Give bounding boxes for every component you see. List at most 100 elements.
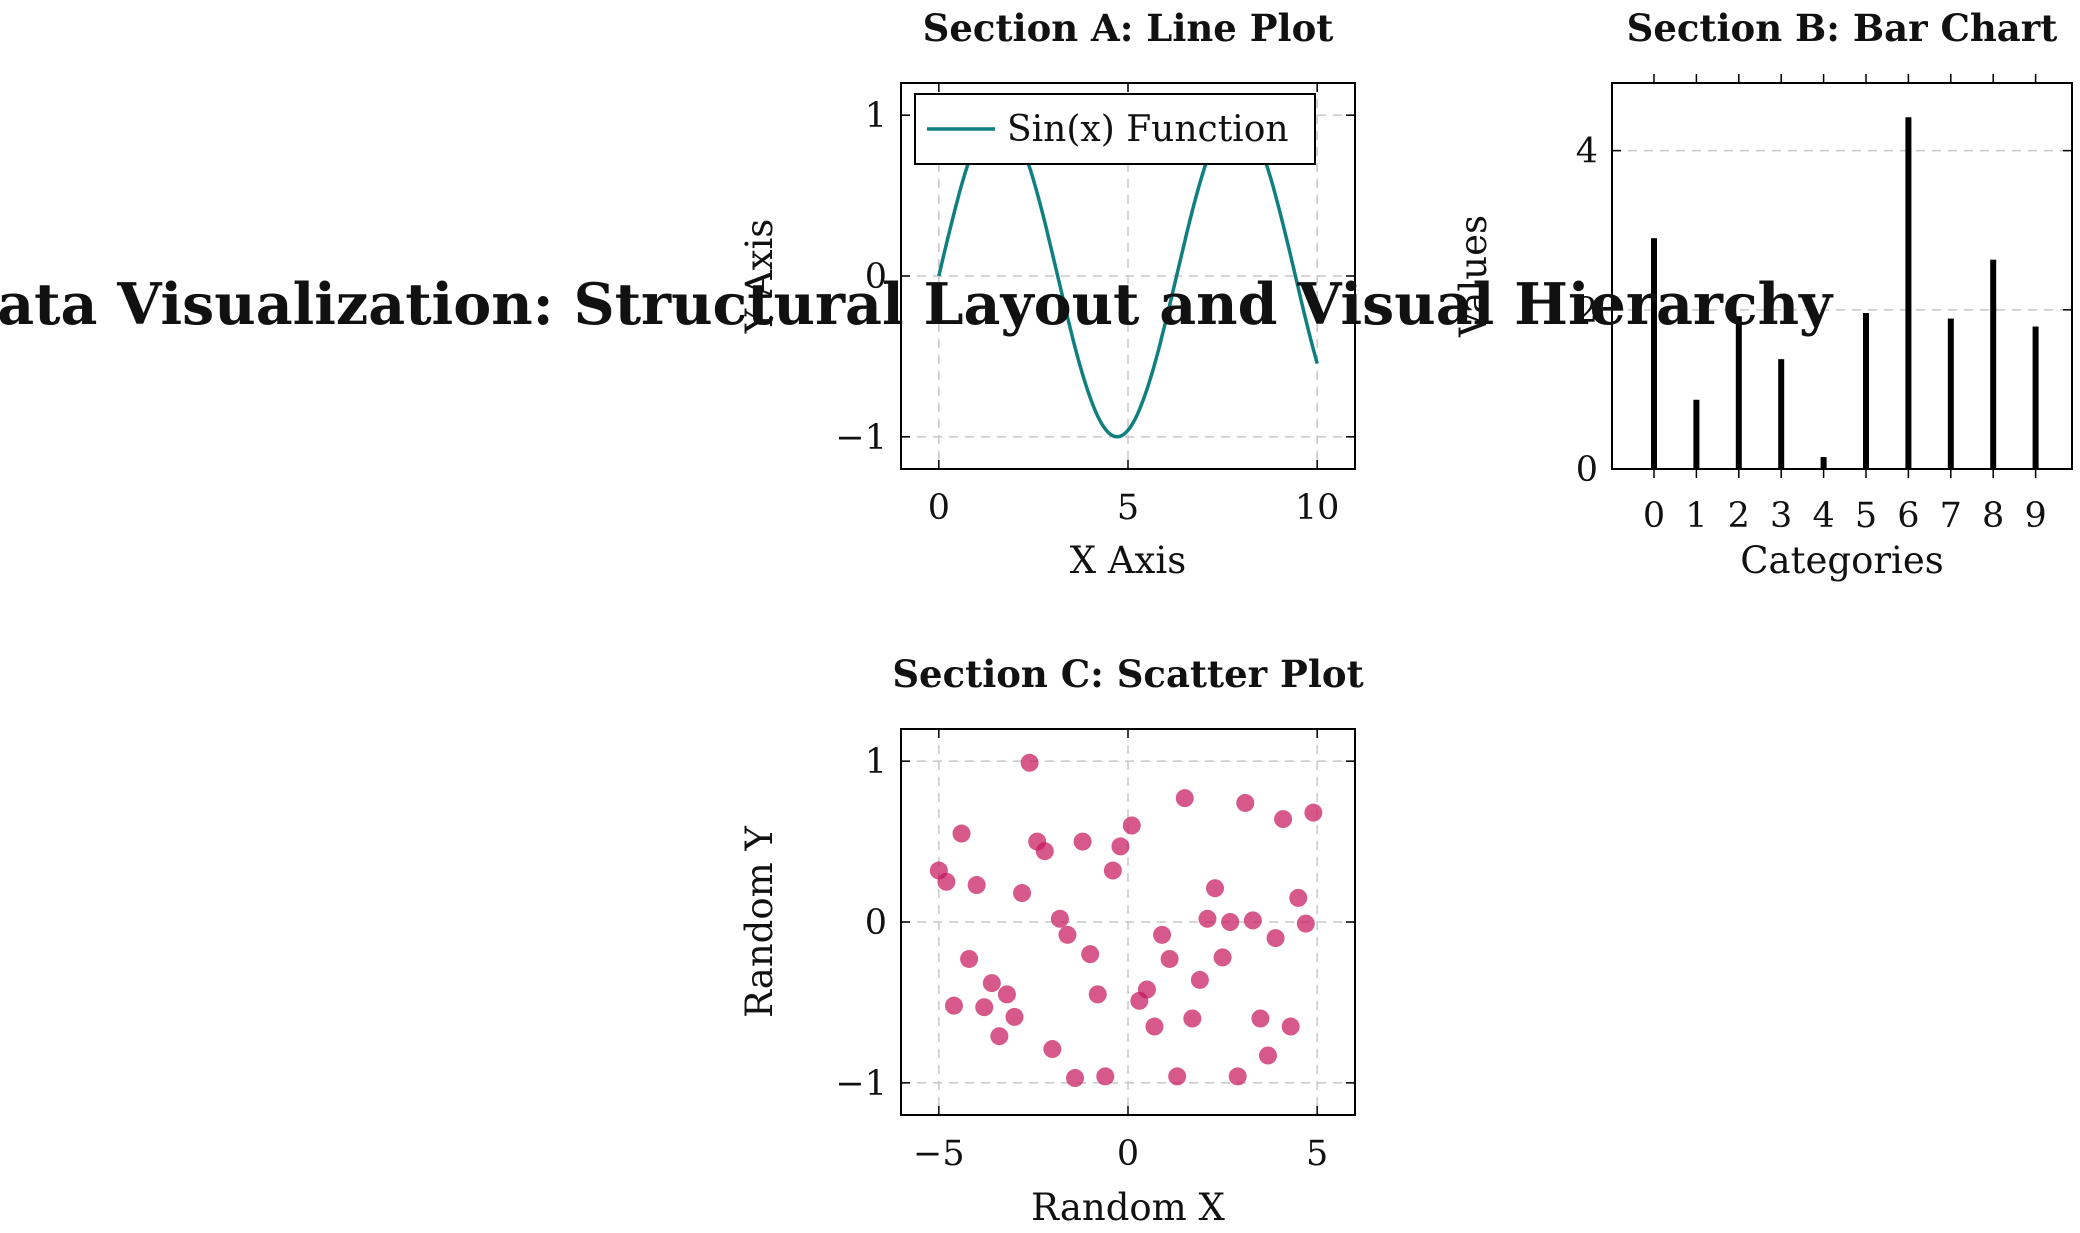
bar bbox=[1905, 117, 1912, 469]
scatter-point bbox=[1175, 789, 1194, 808]
scatter-plot-panel: Section C: Scatter Plot −5 0 5 −1 0 1 Random … bbox=[738, 652, 1364, 1229]
x-tick-label: 5 bbox=[1306, 1134, 1328, 1174]
y-tick-label: 4 bbox=[1576, 132, 1598, 172]
main-title: Data Visualization: Structural Layout an… bbox=[0, 271, 1834, 338]
scatter-point bbox=[1088, 985, 1107, 1004]
bar-chart-ylabel: Values bbox=[1452, 215, 1495, 338]
scatter-point bbox=[1103, 861, 1122, 880]
scatter-plot-xlabel: Random X bbox=[1031, 1186, 1225, 1229]
bar bbox=[1651, 238, 1657, 469]
y-tick-label: −1 bbox=[835, 418, 887, 458]
scatter-point bbox=[1153, 925, 1172, 944]
line-plot-legend: Sin(x) Function bbox=[914, 93, 1316, 165]
x-tick-label: 0 bbox=[1643, 496, 1665, 536]
x-tick-label: 3 bbox=[1770, 496, 1792, 536]
x-tick-label: 7 bbox=[1940, 496, 1962, 536]
y-tick-label: 0 bbox=[865, 257, 887, 297]
bar-chart-frame bbox=[1611, 82, 2073, 470]
x-tick-label: 9 bbox=[2024, 496, 2046, 536]
bar bbox=[1735, 316, 1742, 469]
scatter-point bbox=[1013, 884, 1032, 903]
scatter-point bbox=[1020, 753, 1039, 772]
scatter-point bbox=[975, 998, 994, 1017]
y-tick-label: 0 bbox=[1576, 450, 1598, 490]
scatter-point bbox=[1198, 909, 1217, 928]
scatter-point bbox=[1073, 832, 1092, 851]
x-tick-label: 8 bbox=[1982, 496, 2004, 536]
scatter-point bbox=[1221, 913, 1240, 931]
x-tick-label: 0 bbox=[928, 488, 950, 528]
x-tick-label: 1 bbox=[1685, 496, 1707, 536]
scatter-plot-grid bbox=[901, 729, 1355, 1115]
line-plot-ylabel: Y Axis bbox=[738, 219, 781, 335]
scatter-point bbox=[1304, 803, 1323, 822]
scatter-plot-ylabel: Random Y bbox=[738, 826, 781, 1018]
x-tick-label: 5 bbox=[1855, 496, 1877, 536]
scatter-point bbox=[1145, 1017, 1164, 1036]
scatter-plot-points bbox=[929, 753, 1323, 1088]
bar bbox=[1863, 313, 1869, 469]
y-tick-label: −1 bbox=[835, 1064, 887, 1104]
line-plot-xlabel: X Axis bbox=[1070, 539, 1187, 582]
x-tick-label: 6 bbox=[1897, 496, 1919, 536]
scatter-point bbox=[1081, 945, 1100, 964]
scatter-point bbox=[1050, 909, 1069, 928]
bar bbox=[1820, 457, 1827, 469]
scatter-point bbox=[1266, 929, 1285, 948]
scatter-point bbox=[982, 974, 1001, 993]
scatter-point bbox=[1258, 1046, 1277, 1065]
scatter-point bbox=[1228, 1067, 1247, 1086]
scatter-point bbox=[1274, 810, 1293, 829]
scatter-plot-ticks: −5 0 5 −1 0 1 bbox=[835, 729, 1355, 1174]
y-tick-label: 1 bbox=[865, 96, 887, 136]
x-tick-label: 2 bbox=[1728, 496, 1750, 536]
legend-label: Sin(x) Function bbox=[1007, 109, 1289, 150]
scatter-point bbox=[1243, 911, 1262, 930]
scatter-point bbox=[1058, 925, 1077, 944]
bar bbox=[2032, 326, 2039, 469]
scatter-point bbox=[1190, 970, 1209, 989]
scatter-point bbox=[1289, 888, 1308, 907]
y-tick-label: 2 bbox=[1576, 291, 1598, 331]
scatter-point bbox=[960, 949, 979, 968]
scatter-point bbox=[1111, 837, 1130, 856]
scatter-point bbox=[1043, 1040, 1062, 1059]
scatter-point bbox=[1137, 980, 1156, 999]
scatter-point bbox=[1296, 914, 1315, 933]
line-plot-ticks: 0 5 10 −1 0 1 bbox=[835, 83, 1355, 528]
bar-chart-title: Section B: Bar Chart bbox=[1627, 6, 2058, 50]
line-plot-title: Section A: Line Plot bbox=[923, 6, 1334, 50]
scatter-point bbox=[1122, 816, 1141, 835]
line-plot-panel: Section A: Line Plot 0 5 10 −1 0 1 Sin(x) Fun… bbox=[738, 6, 1356, 582]
scatter-point bbox=[1213, 948, 1232, 967]
x-tick-label: 0 bbox=[1117, 1134, 1139, 1174]
scatter-point bbox=[990, 1027, 1009, 1046]
y-tick-label: 0 bbox=[865, 903, 887, 943]
bar bbox=[1947, 318, 1954, 469]
scatter-point bbox=[937, 872, 956, 891]
scatter-point bbox=[1236, 793, 1255, 812]
scatter-point bbox=[1035, 842, 1054, 861]
x-tick-label: −5 bbox=[913, 1134, 965, 1174]
scatter-point bbox=[952, 824, 971, 843]
scatter-point bbox=[1206, 879, 1225, 898]
x-tick-label: 5 bbox=[1117, 488, 1139, 528]
scatter-point bbox=[967, 876, 986, 895]
x-tick-label: 10 bbox=[1295, 488, 1340, 528]
bar bbox=[1990, 259, 1997, 469]
scatter-point bbox=[1183, 1009, 1202, 1028]
scatter-point bbox=[1160, 949, 1179, 968]
scatter-point bbox=[1066, 1069, 1085, 1088]
bar bbox=[1693, 399, 1700, 469]
scatter-plot-title: Section C: Scatter Plot bbox=[892, 652, 1363, 696]
scatter-point bbox=[1096, 1067, 1115, 1086]
bar-chart-bars bbox=[1651, 117, 2039, 469]
x-tick-label: 4 bbox=[1812, 496, 1834, 536]
y-tick-label: 1 bbox=[865, 742, 887, 782]
scatter-point bbox=[997, 985, 1016, 1004]
bar bbox=[1778, 359, 1785, 469]
scatter-point bbox=[1168, 1067, 1187, 1086]
